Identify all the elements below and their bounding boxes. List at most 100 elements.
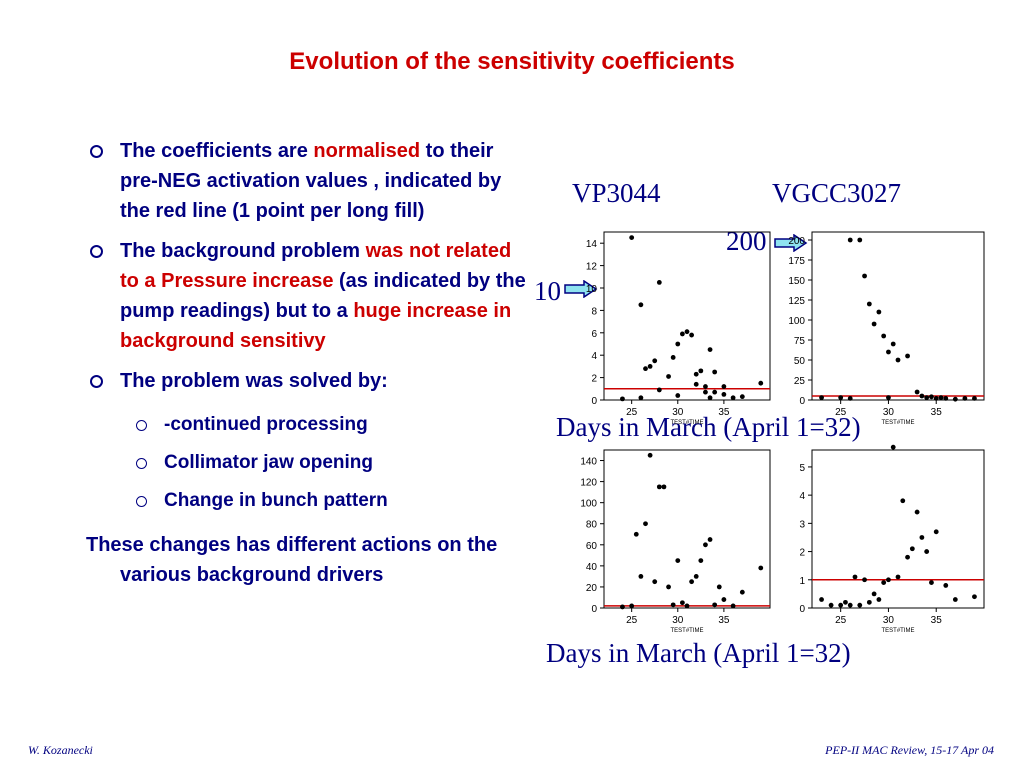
data-point	[952, 396, 958, 402]
label-10: 10	[534, 276, 561, 306]
y-tick-label: 100	[580, 499, 597, 510]
x-tick-label: 30	[883, 407, 895, 418]
bullet-2: The background problem was not related t…	[86, 236, 526, 356]
data-point	[929, 580, 934, 586]
data-point	[862, 577, 867, 583]
data-point	[900, 498, 906, 504]
x-axis-label: TEST#TIME	[881, 628, 914, 634]
data-point	[698, 368, 704, 374]
data-point	[689, 332, 695, 338]
y-tick-label: 8	[591, 306, 597, 317]
y-tick-label: 40	[586, 562, 598, 573]
data-point	[730, 603, 736, 609]
y-tick-label: 0	[591, 396, 597, 407]
y-tick-label: 100	[788, 316, 805, 327]
data-point	[943, 396, 949, 401]
data-point	[643, 366, 648, 372]
y-tick-label: 0	[799, 396, 805, 407]
data-point	[871, 591, 877, 597]
y-tick-label: 75	[794, 336, 806, 347]
y-tick-label: 6	[591, 329, 597, 340]
data-point	[890, 444, 896, 450]
y-tick-label: 12	[586, 262, 598, 273]
data-point	[638, 302, 644, 308]
data-point	[838, 395, 844, 400]
data-point	[693, 371, 699, 377]
data-point	[707, 537, 713, 542]
chart-vgcc3027-top: 0 25 50 75 100 125 150 175 200 25 30 35 TEST#TIME	[788, 231, 985, 426]
sub-bullet-3-text: Change in bunch pattern	[164, 490, 388, 511]
data-point	[703, 384, 708, 389]
x-tick-label: 25	[835, 615, 847, 626]
y-tick-label: 25	[794, 376, 806, 387]
data-point	[716, 584, 722, 590]
data-point	[703, 542, 708, 548]
data-point	[914, 509, 920, 515]
data-point	[866, 301, 872, 307]
y-tick-label: 150	[788, 276, 805, 287]
bullet-2-highlight-2: huge increase in background sensitivy	[120, 300, 512, 352]
data-point	[962, 396, 968, 401]
data-point	[656, 484, 662, 490]
chart-vp3044-bottom: 0 20 40 60 80 100 120 140 25 30 35 TEST#TIME	[580, 449, 771, 634]
data-point	[847, 396, 853, 401]
x-axis-label: TEST#TIME	[670, 420, 703, 426]
data-point	[679, 331, 685, 337]
closing-text: These changes has different actions on t…	[86, 534, 498, 586]
data-point	[661, 484, 667, 490]
data-point	[819, 597, 824, 602]
bullet-circle-icon	[90, 375, 103, 388]
y-tick-label: 4	[591, 351, 597, 362]
footer-event: PEP-II MAC Review, 15-17 Apr 04	[825, 743, 994, 757]
data-point	[938, 395, 944, 400]
data-point	[638, 574, 644, 579]
plot-frame	[811, 449, 985, 609]
data-point	[972, 594, 977, 600]
data-point	[721, 597, 727, 602]
data-point	[689, 579, 695, 585]
x-tick-label: 35	[931, 407, 943, 418]
sub-bullet-1-text: -continued processing	[164, 414, 368, 435]
data-point	[905, 353, 910, 359]
data-point	[881, 333, 887, 339]
sub-bullet-1: -continued processing	[86, 406, 526, 444]
data-point	[675, 393, 681, 398]
data-point	[707, 347, 713, 352]
data-point	[862, 273, 867, 279]
data-point	[943, 583, 949, 588]
data-point	[838, 602, 844, 608]
data-point	[933, 529, 939, 535]
data-point	[679, 600, 685, 606]
days-label-bottom: Days in March (April 1=32)	[546, 638, 851, 668]
data-point	[857, 602, 863, 608]
vp3044-label: VP3044	[572, 178, 661, 208]
slide-title: Evolution of the sensitivity coefficient…	[289, 48, 735, 75]
data-point	[620, 604, 625, 610]
data-point	[847, 602, 853, 608]
data-point	[675, 341, 681, 347]
x-axis-label: TEST#TIME	[881, 420, 914, 426]
y-tick-label: 175	[788, 256, 805, 267]
data-point	[876, 597, 882, 602]
data-point	[871, 321, 877, 327]
vgcc3027-label: VGCC3027	[772, 178, 902, 208]
data-point	[656, 280, 662, 285]
bullet-circle-icon	[90, 145, 103, 158]
data-point	[828, 602, 834, 608]
y-tick-label: 2	[591, 374, 597, 385]
y-tick-label: 125	[788, 296, 805, 307]
x-tick-label: 30	[672, 407, 684, 418]
data-point	[707, 395, 713, 401]
data-point	[952, 597, 958, 602]
x-tick-label: 35	[931, 615, 943, 626]
x-tick-label: 35	[718, 615, 730, 626]
data-point	[656, 387, 662, 393]
plot-frame	[811, 231, 985, 401]
y-tick-label: 14	[586, 239, 598, 250]
data-point	[919, 393, 925, 399]
data-point	[895, 357, 901, 363]
data-point	[638, 395, 644, 401]
data-point	[739, 589, 745, 595]
data-point	[620, 396, 625, 402]
bullet-1-text: The coefficients are	[120, 140, 314, 162]
